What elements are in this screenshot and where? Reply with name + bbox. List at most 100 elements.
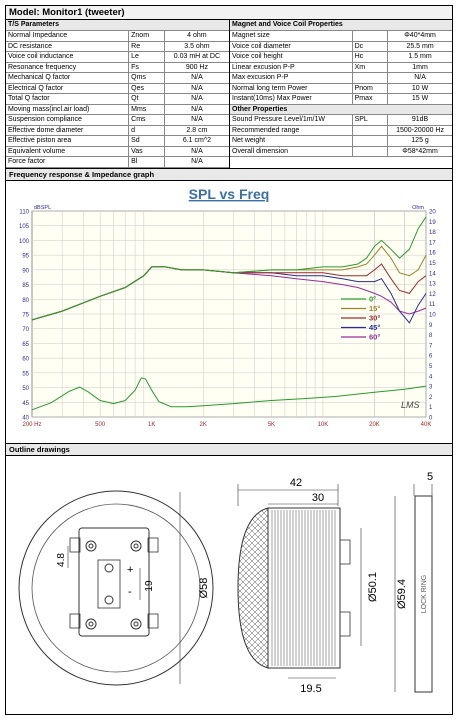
magnet-header: Magnet and Voice Coil Properties (230, 20, 452, 31)
magnet-symbol: Hc (352, 51, 389, 63)
ts-row: Electrical Q factor Qes N/A (6, 83, 229, 94)
other-row: Net weight 125 g (230, 135, 452, 147)
magnet-row: Linear excusion P-P Xm 1mm (230, 62, 452, 73)
magnet-value: 10 W (387, 83, 452, 94)
drawings-svg: + - 4.8 19 Ø58 42 30 (18, 471, 433, 695)
lock-ring-view: 5 LOCK RING Ø59.4 (394, 471, 433, 692)
other-value: Φ58*42mm (387, 146, 452, 157)
model-title: Model: Monitor1 (tweeter) (6, 6, 452, 20)
ts-header-row: T/S Parameters (6, 20, 229, 31)
side-terminal-bottom (339, 611, 351, 636)
lock-ring-body (414, 495, 433, 692)
ts-row: Mechanical Q factor Qms N/A (6, 72, 229, 84)
dim-30-label: 30 (312, 492, 324, 504)
magnet-column: Magnet and Voice Coil Properties Magnet … (229, 20, 452, 168)
watermark-text: LMS (401, 400, 420, 410)
terminal-tab-right-top (147, 537, 159, 552)
front-outer-ring (18, 490, 214, 685)
magnet-name: Normal long term Power (230, 83, 353, 94)
ts-row: Normal Impedance Znom 4 ohm (6, 30, 229, 42)
x-tick-label: 200 Hz (22, 422, 41, 428)
front-inner-ring (31, 503, 201, 672)
other-value: 91dB (387, 114, 452, 126)
ts-row: DC resistance Re 3.5 ohm (6, 41, 229, 52)
dim-5-label: 5 (427, 471, 433, 483)
x-tick-label: 40K (421, 422, 432, 428)
magnet-symbol: Pmax (352, 93, 389, 105)
y2-tick-label: 7 (429, 343, 433, 349)
side-view: 42 30 Ø50.1 19.5 (237, 477, 379, 695)
y2-tick-label: 6 (429, 353, 433, 359)
y2-tick-label: 1 (429, 405, 433, 411)
ts-name: Effective piston area (6, 135, 130, 147)
ts-name: Total Q factor (6, 93, 130, 105)
magnet-row: Normal long term Power Pnom 10 W (230, 83, 452, 94)
y-tick-label: 40 (22, 415, 29, 421)
other-value: 125 g (387, 135, 452, 147)
screw-hole-3-inner (88, 621, 94, 626)
y-tick-label: 60 (22, 356, 29, 362)
ts-value: N/A (164, 146, 229, 157)
other-value: 1500-20000 Hz (387, 125, 452, 136)
other-symbol (352, 125, 389, 136)
ts-symbol: d (128, 125, 165, 136)
terminal-positive (104, 563, 114, 572)
terminal-tab-left-bottom (69, 613, 81, 628)
y2-tick-label: 16 (429, 250, 436, 256)
ts-row: Effective piston area Sd 6.1 cm^2 (6, 135, 229, 147)
ts-row: Voice coil inductance Le 0.03 mH at DC (6, 51, 229, 63)
y-tick-label: 110 (19, 209, 29, 215)
ts-value: 0.03 mH at DC (164, 51, 229, 63)
minus-sign: - (128, 586, 132, 598)
y-tick-label: 50 (22, 386, 29, 392)
ts-row: Equivalent volume Vas N/A (6, 146, 229, 157)
ts-name: Resonance frequency (6, 62, 130, 73)
ts-header: T/S Parameters (6, 20, 229, 31)
dome-grille (237, 506, 269, 669)
y-tick-label: 100 (19, 238, 30, 244)
magnet-value: 1mm (387, 62, 452, 73)
ts-row: Resonance frequency Fs 900 Hz (6, 62, 229, 73)
magnet-symbol: Pnom (352, 83, 389, 94)
lock-ring-label: LOCK RING (421, 574, 428, 613)
y-tick-label: 65 (22, 341, 29, 347)
magnet-name: Magnet size (230, 30, 353, 42)
y-tick-label: 105 (19, 224, 30, 230)
other-header-row: Other Properties (230, 104, 452, 115)
ts-value: N/A (164, 83, 229, 94)
y-tick-label: 55 (22, 371, 29, 377)
other-name: Recommended range (230, 125, 353, 136)
other-row: Overall dimension Φ58*42mm (230, 146, 452, 157)
front-view: + - 4.8 19 Ø58 (18, 490, 214, 685)
screw-hole-2 (130, 540, 142, 551)
magnet-symbol: Xm (352, 62, 389, 73)
magnet-value: Φ40*4mm (387, 30, 452, 42)
other-row: Recommended range 1500-20000 Hz (230, 125, 452, 136)
ts-symbol: Mms (128, 104, 165, 115)
legend-label: 45° (369, 323, 380, 332)
y2-tick-label: 15 (429, 261, 436, 267)
y2-tick-label: 19 (429, 219, 436, 225)
dim-phi58-label: Ø58 (198, 577, 210, 598)
chart-title: SPL vs Freq (189, 186, 270, 202)
legend-label: 15° (369, 304, 380, 313)
magnet-value: 25.5 mm (387, 41, 452, 52)
ts-row: Effective dome diameter d 2.8 cm (6, 125, 229, 136)
ts-value: N/A (164, 93, 229, 105)
magnet-symbol (352, 72, 389, 84)
y2-tick-label: 11 (429, 302, 436, 308)
ts-name: Voice coil inductance (6, 51, 130, 63)
magnet-value: N/A (387, 72, 452, 84)
screw-hole-3 (85, 618, 97, 629)
magnet-symbol (352, 30, 389, 42)
magnet-name: Voice coil diameter (230, 41, 353, 52)
chart-section-header: Frequency response & Impedance graph (6, 168, 452, 181)
ts-value: 900 Hz (164, 62, 229, 73)
dim-42-label: 42 (290, 477, 302, 489)
other-row: Sound Pressure Level/1m/1W SPL 91dB (230, 114, 452, 126)
ts-value: N/A (164, 104, 229, 115)
ts-value: N/A (164, 156, 229, 168)
other-symbol (352, 146, 389, 157)
ts-symbol: Znom (128, 30, 165, 42)
ts-symbol: Le (128, 51, 165, 63)
